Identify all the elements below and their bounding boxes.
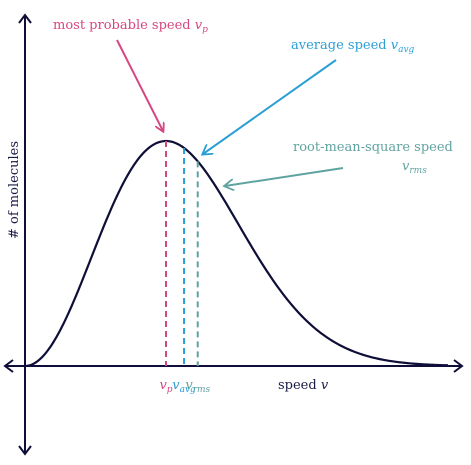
marker-lines [165,141,199,366]
annotation-most-probable-text: most probable speed vp [53,18,208,35]
axes [3,13,464,456]
annotation-average-sub: avg [398,45,414,55]
distribution-curve [24,139,449,368]
tick-label-vrms: vrms [185,378,210,395]
annotation-average-symbol: v [391,38,399,53]
annotation-average-arrow [203,59,337,154]
annotation-rms-text: root-mean-square speed [293,140,453,155]
tick-label-vp: vp [159,378,172,395]
tick-vavg-sub: avg [180,385,196,395]
tick-vrms-sub: rms [193,385,211,395]
annotation-most-probable-label: most probable speed [53,18,191,33]
annotation-rms-sub: rms [409,166,427,176]
annotation-rms-symbol-text: vrms [402,159,427,176]
annotation-average-text: average speed vavg [291,38,415,55]
tick-vavg-symbol: v [172,378,180,393]
annotation-most-probable-arrow [116,39,163,131]
y-axis-label: # of molecules [7,141,22,239]
annotation-average: average speed vavg [203,38,415,154]
annotation-most-probable: most probable speed vp [53,18,208,131]
y-axis-top-arrowhead [18,13,32,24]
tick-vrms-symbol: v [185,378,193,393]
tick-label-vavg: vavg [172,378,196,395]
annotation-most-probable-symbol: v [195,18,203,33]
annotation-most-probable-sub: p [202,25,208,35]
x-axis-label: speed v [278,378,329,393]
annotation-rms-symbol: v [402,159,410,174]
annotation-rms-arrow [225,167,344,186]
annotation-average-label: average speed [291,38,387,53]
tick-vp-sub: p [167,385,173,395]
y-axis-bottom-arrowhead [18,445,32,456]
tick-vp-symbol: v [159,378,167,393]
x-axis-left-arrowhead [3,359,14,373]
annotation-rms: root-mean-square speed vrms [225,140,453,186]
x-axis-right-arrowhead [453,359,464,373]
x-axis-label-symbol: v [321,378,329,393]
x-axis-label-text: speed [278,378,317,393]
